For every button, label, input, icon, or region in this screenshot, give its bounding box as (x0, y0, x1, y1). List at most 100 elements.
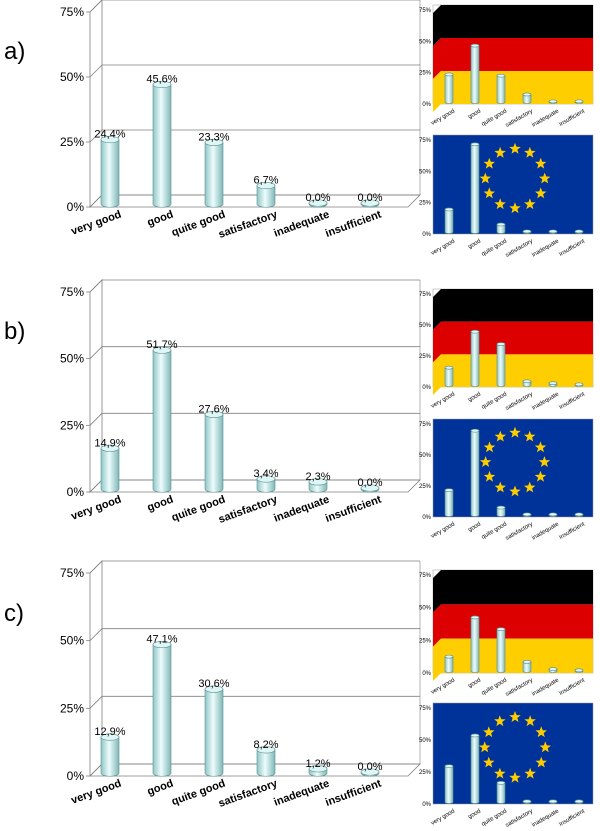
data-label: 30,6% (198, 678, 229, 690)
inset-bar (548, 799, 558, 804)
inset-bar (574, 799, 584, 804)
y-tick-label: 25% (60, 701, 84, 715)
inset-category-label: insufficient (559, 521, 587, 540)
bar (152, 346, 172, 493)
inset-bar (444, 488, 454, 517)
bar (256, 746, 276, 777)
inset-category-label: quite good (481, 109, 508, 128)
inset-category-label: inadequate (531, 108, 560, 128)
bar (204, 138, 224, 208)
inset-category-label: insufficient (559, 808, 587, 827)
gridline (89, 64, 420, 78)
eu-star (509, 142, 521, 154)
inset-bar (444, 365, 454, 387)
eu-star (535, 157, 547, 169)
inset-category-label: very good (430, 392, 456, 410)
inset-y-tick-label: 0% (422, 102, 431, 108)
eu-star (535, 187, 547, 199)
data-label: 0,0% (357, 477, 382, 489)
inset-category-label: good (467, 522, 482, 534)
inset-category-label: very good (430, 678, 456, 696)
inset-category-label: good (467, 392, 482, 404)
inset-y-tick-label: 50% (419, 39, 432, 45)
eu-star (539, 741, 551, 753)
inset-y-tick-label: 0% (422, 385, 431, 391)
inset-bar (470, 142, 480, 234)
eu-star (494, 767, 506, 779)
inset-y-tick-label: 75% (419, 706, 432, 712)
inset-category-label: quite good (481, 392, 508, 411)
panel-label-c: c) (4, 600, 24, 627)
inset-bar (574, 512, 584, 517)
inset-bar (496, 342, 506, 387)
inset-category-label: quite good (481, 522, 508, 541)
eu-star (509, 711, 521, 722)
category-label: satisfactory (217, 493, 280, 526)
eu-star (494, 198, 506, 210)
inset-y-tick-label: 50% (419, 738, 432, 744)
inset-category-label: quite good (481, 678, 508, 697)
inset-y-tick-label: 75% (419, 138, 432, 144)
inset-bar (522, 379, 532, 387)
bar (152, 80, 172, 208)
inset-category-label: good (467, 109, 482, 121)
inset-bar (470, 733, 480, 804)
bar (360, 199, 380, 208)
category-label: inadequate (272, 209, 331, 240)
germany-flag-stripe (433, 5, 593, 46)
inset-category-label: insufficient (559, 108, 587, 127)
inset-y-tick-label: 75% (419, 422, 432, 428)
gridline (89, 346, 420, 359)
data-label: 3,4% (253, 468, 278, 480)
inset-category-label: satisfactory (505, 109, 534, 129)
inset-bar (522, 92, 532, 104)
bar (256, 182, 276, 208)
gridline (89, 0, 420, 13)
category-label: insufficient (324, 493, 384, 524)
eu-star (483, 726, 495, 738)
inset-y-tick-label: 25% (419, 354, 432, 360)
bar (308, 478, 328, 493)
inset-bar (574, 668, 584, 673)
bar (360, 768, 380, 777)
inset-y-tick-label: 0% (422, 802, 431, 808)
inset-y-tick-label: 25% (419, 484, 432, 490)
germany-flag-stripe (433, 638, 593, 681)
bar (360, 484, 380, 493)
category-label: satisfactory (217, 208, 280, 241)
category-label: good (146, 778, 175, 798)
inset-y-tick-label: 0% (422, 515, 431, 521)
eu-star (494, 715, 506, 727)
eu-star (534, 470, 547, 482)
data-label: 45,6% (146, 73, 177, 85)
eu-star (483, 157, 495, 169)
data-label: 0,0% (305, 192, 330, 204)
eu-star (539, 172, 551, 184)
germany-flag-stripe (433, 71, 593, 112)
side-wall (89, 0, 103, 208)
inset-y-tick-label: 25% (419, 201, 432, 207)
data-label: 27,6% (198, 403, 229, 415)
bar (152, 640, 172, 777)
eu-star (509, 202, 521, 214)
eu-star (479, 172, 491, 184)
eu-star (483, 756, 495, 768)
data-label: 14,9% (94, 437, 125, 449)
bar (100, 733, 120, 777)
inset-bar (574, 382, 584, 387)
inset-y-tick-label: 0% (422, 671, 431, 677)
eu-star (479, 741, 491, 753)
inset-category-label: satisfactory (505, 678, 534, 698)
bar (100, 444, 120, 493)
inset-y-tick-label: 25% (419, 770, 432, 776)
inset-bar (574, 99, 584, 104)
eu-star (524, 430, 536, 442)
inset-y-tick-label: 50% (419, 606, 432, 612)
category-label: insufficient (324, 208, 384, 239)
eu-star (494, 146, 506, 158)
panel-label-b: b) (4, 318, 26, 345)
inset-bar (548, 667, 558, 673)
